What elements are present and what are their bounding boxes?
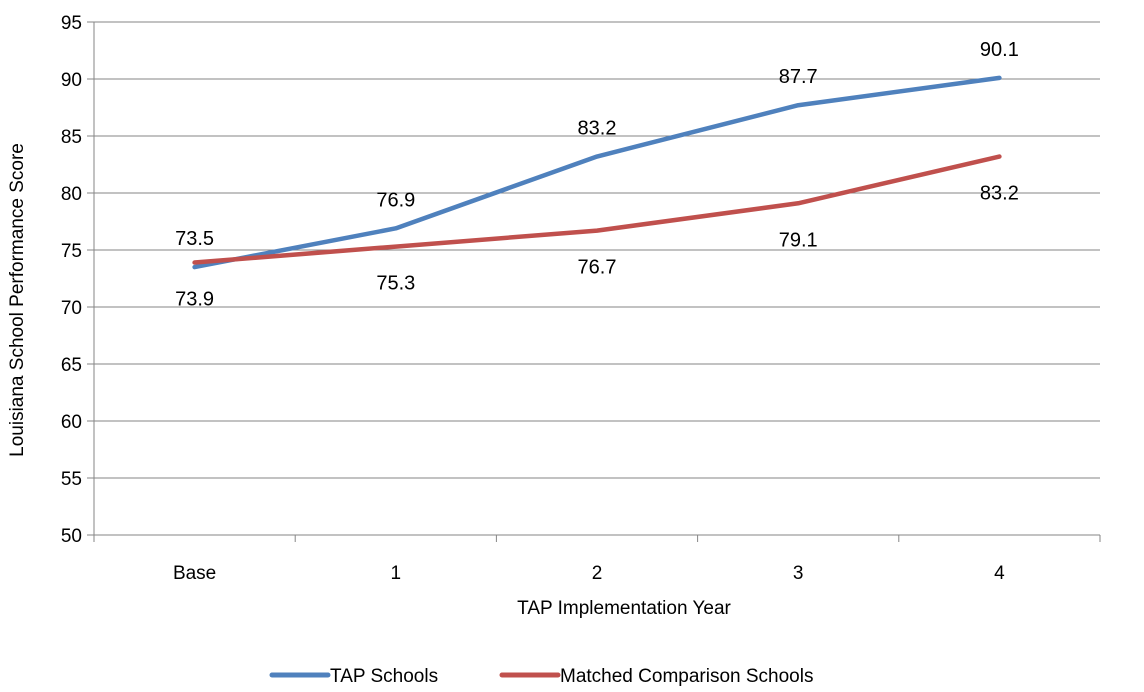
y-axis-title: Louisiana School Performance Score	[7, 143, 28, 457]
y-tick-labels: 50 55 60 65 70 75 80 85 90 95	[61, 13, 82, 547]
x-tick-labels: Base 1 2 3 4	[173, 563, 1005, 584]
x-tick-label: 2	[592, 563, 603, 584]
legend-label: Matched Comparison Schools	[560, 666, 813, 687]
x-axis-title: TAP Implementation Year	[517, 598, 731, 619]
y-tick-label: 70	[61, 298, 82, 319]
data-label: 73.5	[175, 228, 214, 250]
x-tick-label: 3	[793, 563, 804, 584]
x-tick-label: Base	[173, 563, 216, 584]
data-label: 90.1	[980, 39, 1019, 61]
y-tick-label: 50	[61, 526, 82, 547]
y-tick-label: 95	[61, 13, 82, 34]
data-label: 79.1	[779, 229, 818, 251]
y-tick-label: 75	[61, 241, 82, 262]
series-line-1	[192, 75, 1002, 270]
data-label: 87.7	[779, 66, 818, 88]
y-tick-label: 65	[61, 355, 82, 376]
legend: TAP Schools Matched Comparison Schools	[269, 666, 813, 687]
series-lines	[192, 75, 1002, 270]
data-label: 75.3	[376, 273, 415, 295]
data-labels: 73.5 76.9 83.2 87.7 90.1 73.9 75.3 76.7 79.1 83.2	[175, 39, 1019, 311]
y-tick-label: 80	[61, 184, 82, 205]
series-line-2	[192, 154, 1002, 265]
y-tick-label: 55	[61, 469, 82, 490]
y-tick-label: 90	[61, 70, 82, 91]
gridlines	[94, 21, 1100, 479]
data-label: 73.9	[175, 289, 214, 311]
legend-label: TAP Schools	[330, 666, 438, 687]
axes	[87, 21, 1101, 542]
x-tick-label: 1	[391, 563, 402, 584]
data-label: 83.2	[980, 183, 1019, 205]
data-label: 76.7	[578, 257, 617, 279]
data-label: 83.2	[578, 118, 617, 140]
y-tick-label: 85	[61, 127, 82, 148]
y-tick-label: 60	[61, 412, 82, 433]
data-label: 76.9	[376, 189, 415, 211]
x-tick-label: 4	[994, 563, 1005, 584]
